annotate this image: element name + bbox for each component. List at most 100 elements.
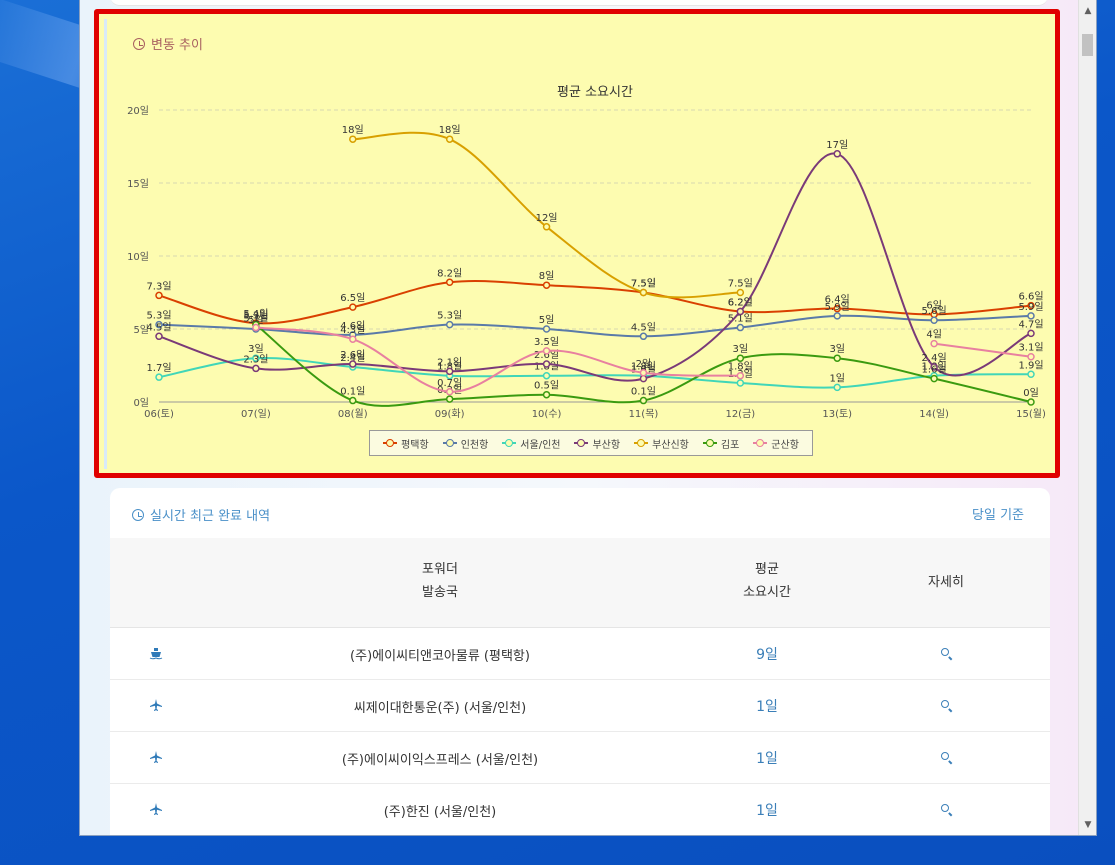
- basis-label[interactable]: 당일 기준: [972, 508, 1024, 523]
- data-point: [155, 291, 163, 300]
- detail-search-button[interactable]: [936, 749, 956, 767]
- legend-label: 인천항: [460, 439, 489, 451]
- data-point: [445, 278, 454, 287]
- detail-search-button[interactable]: [936, 801, 956, 819]
- card-left-border: [104, 19, 107, 469]
- clock-icon: [132, 508, 144, 521]
- table-header: 포워더 발송국 평균 소요시간 자세히: [110, 538, 1050, 628]
- legend-item[interactable]: 평택항: [383, 436, 429, 451]
- legend-item[interactable]: 부산신항: [634, 436, 689, 451]
- table-row[interactable]: (주)한진 (서울/인천) 1일: [110, 784, 1050, 835]
- legend-swatch: [702, 438, 717, 448]
- magnifier-icon: [941, 700, 949, 708]
- data-label: 5.3일: [146, 310, 171, 322]
- data-label: 6일: [926, 299, 942, 311]
- data-label: 0.5일: [534, 380, 559, 392]
- clock-icon: [133, 37, 145, 50]
- data-point: [542, 371, 551, 380]
- legend-item[interactable]: 부산항: [574, 436, 620, 451]
- data-point: [155, 320, 163, 329]
- data-label: 5일: [539, 314, 555, 326]
- header-forwarder: 포워더 발송국: [380, 558, 500, 604]
- average-days: 1일: [756, 803, 778, 819]
- vertical-scrollbar[interactable]: ▲ ▼: [1078, 0, 1096, 835]
- detail-search-button[interactable]: [936, 697, 956, 715]
- legend-item[interactable]: 인천항: [442, 436, 489, 451]
- scroll-down-arrow-icon[interactable]: ▼: [1084, 820, 1092, 830]
- data-point: [542, 223, 551, 231]
- data-label: 4.3일: [340, 324, 365, 336]
- data-label: 5일: [248, 314, 264, 326]
- data-label: 2.6일: [340, 349, 365, 361]
- data-label: 5.4일: [243, 308, 268, 320]
- data-point: [736, 307, 745, 316]
- data-label: 5.1일: [243, 313, 268, 325]
- data-label: 1.8일: [728, 361, 753, 373]
- data-label: 7.5일: [631, 278, 656, 290]
- y-tick-label: 10일: [127, 251, 149, 263]
- data-point: [252, 323, 260, 332]
- data-label: 0일: [1023, 387, 1039, 399]
- x-tick-label: 12(금): [725, 408, 755, 420]
- table-row[interactable]: 씨제이대한통운(주) (서울/인천) 1일: [110, 680, 1050, 732]
- y-tick-label: 20일: [127, 105, 149, 117]
- data-point: [445, 320, 454, 329]
- data-label: 5.9일: [1018, 301, 1043, 313]
- data-point: [542, 347, 551, 355]
- previous-card-edge: [110, 0, 1048, 6]
- data-point: [252, 354, 260, 362]
- data-point: [445, 395, 454, 403]
- data-point: [833, 383, 841, 392]
- scroll-thumb[interactable]: [1082, 34, 1093, 56]
- data-point: [639, 332, 648, 341]
- magnifier-icon: [941, 648, 949, 656]
- data-point: [349, 135, 357, 143]
- data-label: 3.1일: [1018, 342, 1043, 354]
- x-tick-label: 08(월): [338, 408, 368, 420]
- legend-item[interactable]: 군산항: [753, 436, 799, 451]
- data-label: 1.9일: [1018, 359, 1043, 371]
- forwarder-name: (주)에이씨이익스프레스 (서울/인천): [341, 753, 539, 768]
- data-label: 2.3일: [243, 353, 268, 365]
- data-point: [930, 316, 938, 324]
- data-point: [542, 325, 551, 333]
- magnifier-icon: [941, 804, 949, 812]
- detail-search-button[interactable]: [936, 645, 956, 663]
- data-label: 6.6일: [1018, 291, 1043, 303]
- scroll-up-arrow-icon[interactable]: ▲: [1084, 6, 1092, 16]
- data-label: 18일: [342, 124, 364, 136]
- data-point: [930, 339, 938, 348]
- table-row[interactable]: (주)에이씨티앤코아물류 (평택항) 9일: [110, 628, 1050, 680]
- data-point: [349, 396, 357, 405]
- data-point: [639, 288, 648, 297]
- data-label: 2.4일: [922, 352, 947, 364]
- chart-section-title-text: 변동 추이: [151, 38, 203, 53]
- data-label: 7.5일: [728, 278, 753, 290]
- data-point: [833, 354, 841, 362]
- header-average-line2: 소요시간: [743, 585, 791, 600]
- legend-item[interactable]: 서울/인천: [502, 436, 560, 451]
- legend-swatch: [574, 438, 589, 448]
- header-detail: 자세히: [928, 575, 964, 590]
- header-forwarder-line1: 포워더: [422, 562, 458, 577]
- data-point: [639, 369, 648, 377]
- data-point: [349, 335, 357, 343]
- data-point: [736, 371, 745, 380]
- data-label: 6.4일: [825, 294, 850, 306]
- legend-swatch: [383, 438, 398, 448]
- data-point: [1027, 312, 1035, 320]
- browser-window: 변동 추이 평균 소요시간 0일 5일 10일 15일 20일 06(토) 07(일) 08(월…: [79, 0, 1097, 836]
- series-line-1: [158, 279, 1032, 325]
- x-tick-label: 15(월): [1016, 408, 1046, 420]
- data-point: [542, 390, 551, 399]
- data-label: 8일: [539, 270, 555, 282]
- data-label: 5.3일: [243, 310, 268, 322]
- airplane-icon: [148, 802, 164, 818]
- data-label: 5.3일: [437, 310, 462, 322]
- data-label: 3.5일: [534, 336, 559, 348]
- list-section-title-text: 실시간 최근 완료 내역: [150, 509, 271, 524]
- data-label: 18일: [439, 124, 461, 136]
- legend-item[interactable]: 김포: [702, 436, 739, 451]
- table-row[interactable]: (주)에이씨이익스프레스 (서울/인천) 1일: [110, 732, 1050, 784]
- data-label: 2.4일: [340, 352, 365, 364]
